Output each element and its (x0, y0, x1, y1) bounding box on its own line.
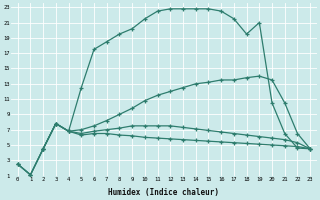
X-axis label: Humidex (Indice chaleur): Humidex (Indice chaleur) (108, 188, 220, 197)
